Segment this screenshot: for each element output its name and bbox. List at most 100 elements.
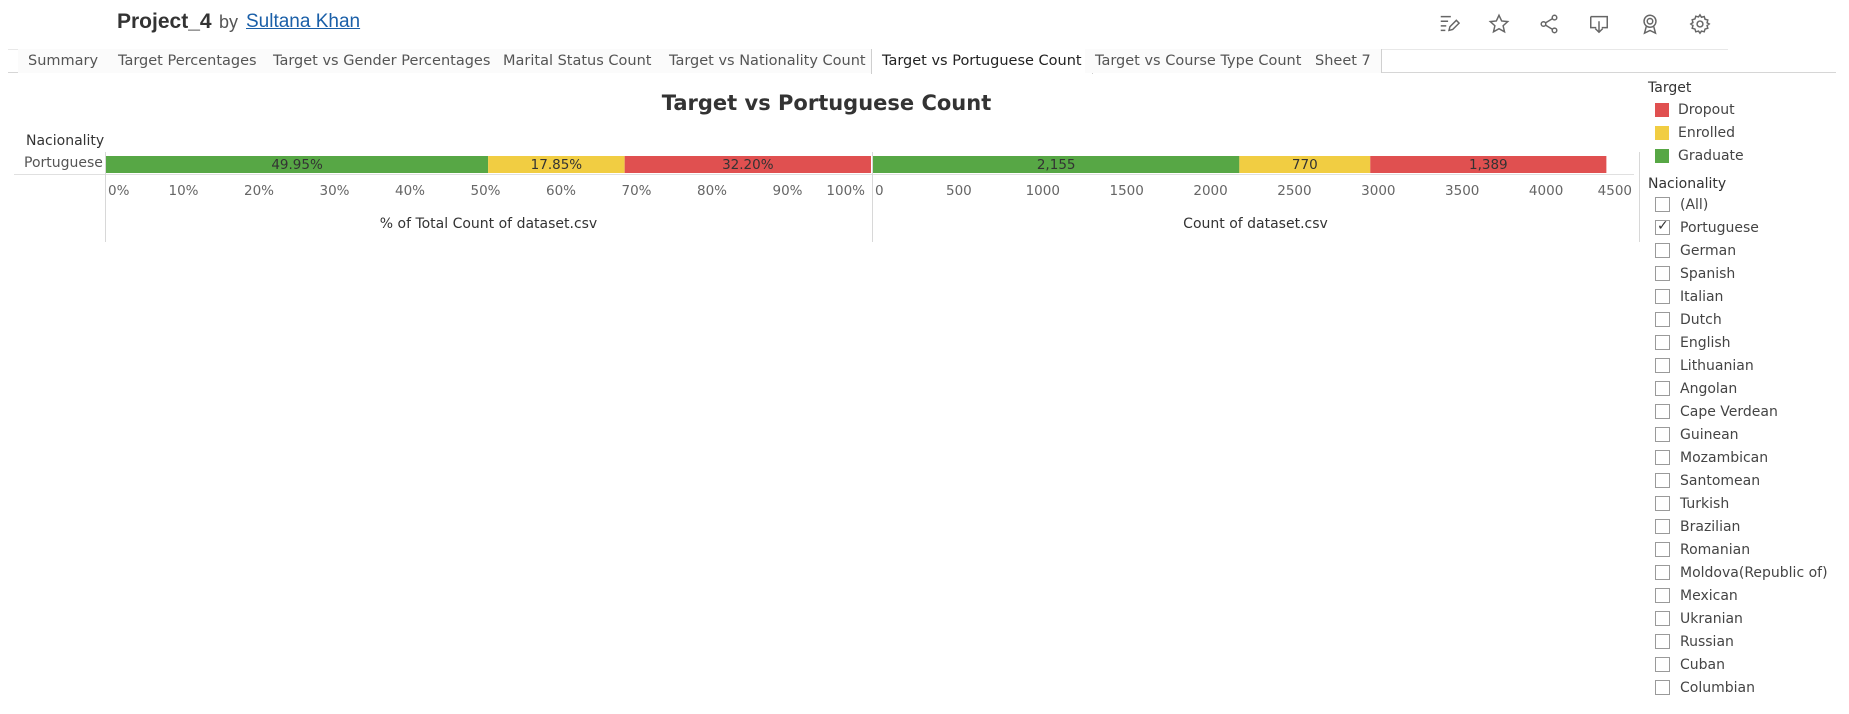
filter-checkbox[interactable] bbox=[1655, 634, 1670, 649]
percent-axis-title: % of Total Count of dataset.csv bbox=[379, 216, 598, 232]
filter-item-cuban[interactable]: Cuban bbox=[1648, 653, 1848, 676]
percent-bar-dropout[interactable] bbox=[624, 156, 871, 173]
tab-sheet-7[interactable]: Sheet 7 bbox=[1305, 49, 1382, 73]
filter-checkbox[interactable] bbox=[1655, 473, 1670, 488]
tab-target-vs-course-type-count[interactable]: Target vs Course Type Count bbox=[1085, 49, 1313, 73]
filter-item-romanian[interactable]: Romanian bbox=[1648, 538, 1848, 561]
filter-checkbox[interactable] bbox=[1655, 358, 1670, 373]
tab-marital-status-count[interactable]: Marital Status Count bbox=[493, 49, 663, 73]
percent-tick-label: 70% bbox=[621, 183, 651, 199]
row-separator bbox=[14, 174, 1634, 175]
percent-tick-label: 0% bbox=[108, 183, 130, 199]
axis-divider-left bbox=[105, 152, 106, 242]
count-tick-label: 1000 bbox=[1026, 183, 1060, 199]
filter-label: Portuguese bbox=[1680, 219, 1759, 236]
percent-tick-label: 50% bbox=[470, 183, 500, 199]
gear-icon[interactable] bbox=[1687, 11, 1713, 37]
edit-icon[interactable] bbox=[1436, 11, 1462, 37]
filter-checkbox[interactable] bbox=[1655, 218, 1670, 235]
filter-item-ukranian[interactable]: Ukranian bbox=[1648, 607, 1848, 630]
legend-item-enrolled[interactable]: Enrolled bbox=[1648, 121, 1848, 144]
filter-checkbox[interactable] bbox=[1655, 266, 1670, 281]
filter-item-english[interactable]: English bbox=[1648, 331, 1848, 354]
filter-checkbox[interactable] bbox=[1655, 657, 1670, 672]
filter-item-dutch[interactable]: Dutch bbox=[1648, 308, 1848, 331]
percent-stacked-bar-chart[interactable]: 49.95% 17.85% 32.20% 0% 10% 20% 30% 40% 50% 60% 70… bbox=[106, 150, 871, 200]
filter-checkbox[interactable] bbox=[1655, 197, 1670, 212]
filter-label: Mexican bbox=[1680, 587, 1738, 604]
graduate-swatch bbox=[1655, 148, 1669, 163]
tab-target-percentages[interactable]: Target Percentages bbox=[108, 49, 268, 73]
filter-item-italian[interactable]: Italian bbox=[1648, 285, 1848, 308]
tab-target-vs-gender-percentages[interactable]: Target vs Gender Percentages bbox=[263, 49, 502, 73]
filter-checkbox[interactable] bbox=[1655, 519, 1670, 534]
filter-checkbox[interactable] bbox=[1655, 611, 1670, 626]
count-tick-label: 1500 bbox=[1109, 183, 1143, 199]
legend-title: Target bbox=[1648, 80, 1692, 96]
badge-icon[interactable] bbox=[1637, 11, 1663, 37]
nacionality-filter-list: (All) Portuguese German Spanish Italian Dutch… bbox=[1648, 193, 1848, 699]
tab-summary[interactable]: Summary bbox=[18, 49, 110, 73]
percent-bar-graduate[interactable] bbox=[106, 156, 489, 173]
percent-tick-label: 10% bbox=[168, 183, 198, 199]
count-tick-label: 500 bbox=[946, 183, 972, 199]
filter-item-portuguese[interactable]: Portuguese bbox=[1648, 216, 1848, 239]
enrolled-swatch bbox=[1655, 125, 1669, 140]
filter-checkbox[interactable] bbox=[1655, 243, 1670, 258]
filter-checkbox[interactable] bbox=[1655, 289, 1670, 304]
filter-item-brazilian[interactable]: Brazilian bbox=[1648, 515, 1848, 538]
count-stacked-bar-chart[interactable]: 2,155 770 1,389 0 500 1000 1500 2000 2500 3000 350… bbox=[873, 150, 1638, 200]
star-icon[interactable] bbox=[1486, 11, 1512, 37]
filter-checkbox[interactable] bbox=[1655, 450, 1670, 465]
filter-item-mexican[interactable]: Mexican bbox=[1648, 584, 1848, 607]
filter-label: English bbox=[1680, 334, 1731, 351]
filter-checkbox[interactable] bbox=[1655, 381, 1670, 396]
filter-checkbox[interactable] bbox=[1655, 588, 1670, 603]
filter-checkbox[interactable] bbox=[1655, 427, 1670, 442]
filter-checkbox[interactable] bbox=[1655, 404, 1670, 419]
filter-label: Cuban bbox=[1680, 656, 1725, 673]
filter-label: Guinean bbox=[1680, 426, 1739, 443]
workbook-header: Project_4 by Sultana Khan bbox=[0, 0, 1849, 44]
count-bar-dropout[interactable] bbox=[1370, 156, 1607, 173]
author-link[interactable]: Sultana Khan bbox=[246, 11, 361, 32]
legend-item-graduate[interactable]: Graduate bbox=[1648, 144, 1848, 167]
filter-label: Angolan bbox=[1680, 380, 1738, 397]
filter-checkbox[interactable] bbox=[1655, 312, 1670, 327]
tab-target-vs-portuguese-count[interactable]: Target vs Portuguese Count bbox=[871, 49, 1093, 74]
download-icon[interactable] bbox=[1586, 11, 1612, 37]
filter-item-mozambican[interactable]: Mozambican bbox=[1648, 446, 1848, 469]
filter-item-cape-verdean[interactable]: Cape Verdean bbox=[1648, 400, 1848, 423]
filter-checkbox[interactable] bbox=[1655, 542, 1670, 557]
count-bar-enrolled[interactable] bbox=[1239, 156, 1371, 173]
percent-tick-label: 100% bbox=[826, 183, 865, 199]
filter-item-moldova-republic-of[interactable]: Moldova(Republic of) bbox=[1648, 561, 1848, 584]
filter-label: Lithuanian bbox=[1680, 357, 1754, 374]
filter-label: Cape Verdean bbox=[1680, 403, 1778, 420]
axis-divider-right bbox=[1639, 152, 1640, 242]
filter-label: German bbox=[1680, 242, 1737, 259]
filter-checkbox[interactable] bbox=[1655, 565, 1670, 580]
filter-checkbox[interactable] bbox=[1655, 496, 1670, 511]
filter-item--all[interactable]: (All) bbox=[1648, 193, 1848, 216]
filter-label: Italian bbox=[1680, 288, 1724, 305]
filter-item-russian[interactable]: Russian bbox=[1648, 630, 1848, 653]
filter-checkbox[interactable] bbox=[1655, 680, 1670, 695]
legend-item-dropout[interactable]: Dropout bbox=[1648, 98, 1848, 121]
count-tick-label: 3000 bbox=[1361, 183, 1395, 199]
filter-label: Turkish bbox=[1680, 495, 1730, 512]
filter-checkbox[interactable] bbox=[1655, 335, 1670, 350]
tab-target-vs-nationality-count[interactable]: Target vs Nationality Count bbox=[659, 49, 877, 73]
filter-item-columbian[interactable]: Columbian bbox=[1648, 676, 1848, 699]
filter-item-guinean[interactable]: Guinean bbox=[1648, 423, 1848, 446]
count-bar-graduate[interactable] bbox=[873, 156, 1240, 173]
percent-bar-enrolled[interactable] bbox=[488, 156, 625, 173]
filter-item-turkish[interactable]: Turkish bbox=[1648, 492, 1848, 515]
share-icon[interactable] bbox=[1536, 11, 1562, 37]
filter-item-spanish[interactable]: Spanish bbox=[1648, 262, 1848, 285]
filter-item-santomean[interactable]: Santomean bbox=[1648, 469, 1848, 492]
filter-item-german[interactable]: German bbox=[1648, 239, 1848, 262]
filter-item-lithuanian[interactable]: Lithuanian bbox=[1648, 354, 1848, 377]
filter-item-angolan[interactable]: Angolan bbox=[1648, 377, 1848, 400]
percent-tick-label: 60% bbox=[546, 183, 576, 199]
